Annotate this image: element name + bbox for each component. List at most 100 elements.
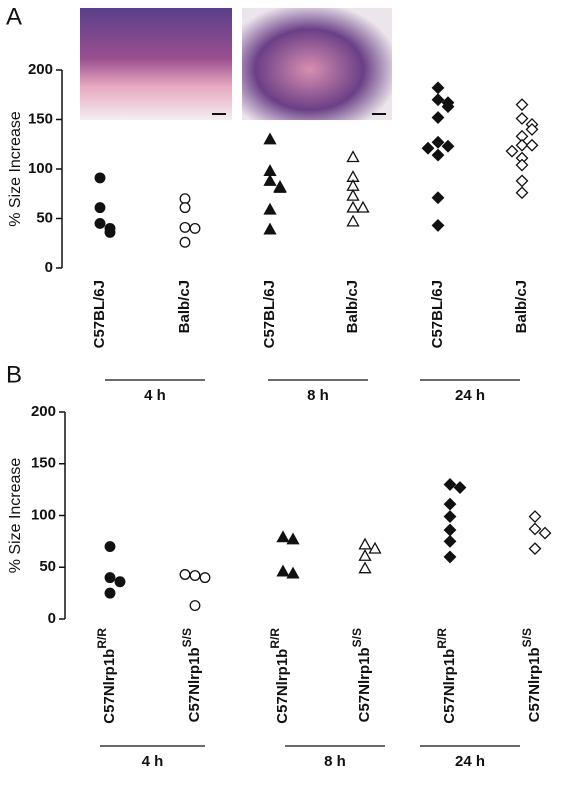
y-tick-label: 200 bbox=[28, 61, 53, 78]
data-point bbox=[276, 564, 290, 577]
label-superscript: R/R bbox=[95, 628, 109, 649]
x-tick-label: C57BL/6J bbox=[91, 280, 108, 348]
data-point bbox=[528, 522, 542, 536]
y-tick-label: 100 bbox=[31, 506, 56, 523]
group-label: 8 h bbox=[324, 753, 346, 770]
data-point bbox=[515, 98, 529, 112]
data-point bbox=[104, 587, 116, 599]
data-point bbox=[515, 174, 529, 188]
data-point bbox=[443, 510, 457, 523]
data-point bbox=[358, 537, 372, 550]
data-point bbox=[104, 541, 116, 553]
y-tick-label: 100 bbox=[28, 160, 53, 177]
data-point bbox=[441, 100, 455, 114]
data-point bbox=[505, 144, 519, 158]
x-tick-label: Balb/cJ bbox=[176, 280, 193, 333]
data-point bbox=[358, 549, 372, 561]
data-point bbox=[346, 214, 360, 227]
panel-label: B bbox=[6, 361, 22, 388]
data-point bbox=[358, 561, 372, 574]
data-point bbox=[104, 572, 116, 584]
data-point bbox=[104, 226, 116, 238]
group-label: 4 h bbox=[144, 387, 166, 404]
label-base: C57Nlrp1b bbox=[186, 647, 203, 722]
data-point bbox=[189, 222, 201, 234]
data-point bbox=[515, 112, 529, 125]
group-label: 8 h bbox=[307, 387, 329, 404]
data-point bbox=[276, 530, 290, 543]
data-point bbox=[443, 523, 457, 537]
data-point bbox=[431, 191, 445, 205]
data-point bbox=[286, 566, 300, 579]
data-point bbox=[263, 202, 277, 215]
data-point bbox=[443, 478, 457, 491]
label-superscript: S/S bbox=[350, 628, 364, 647]
data-point bbox=[515, 138, 529, 152]
data-point bbox=[538, 526, 552, 540]
data-point bbox=[515, 158, 529, 172]
y-tick-label: 200 bbox=[31, 403, 56, 420]
data-point bbox=[94, 172, 106, 184]
x-tick-label: C57Nlrp1bS/S bbox=[520, 628, 543, 722]
label-superscript: R/R bbox=[435, 628, 449, 649]
data-point bbox=[346, 188, 360, 201]
data-point bbox=[443, 550, 457, 564]
data-point bbox=[443, 534, 457, 548]
data-point bbox=[528, 510, 542, 523]
x-tick-label: C57Nlrp1bR/R bbox=[435, 628, 458, 724]
histology-image bbox=[242, 8, 392, 120]
y-tick-label: 150 bbox=[28, 110, 53, 127]
label-base: C57Nlrp1b bbox=[101, 649, 118, 724]
data-point bbox=[189, 570, 201, 581]
group-label: 4 h bbox=[142, 753, 164, 770]
x-tick-label: C57Nlrp1bS/S bbox=[350, 628, 373, 722]
x-tick-label: Balb/cJ bbox=[513, 280, 530, 333]
x-tick-label: C57BL/6J bbox=[429, 280, 446, 348]
data-point bbox=[114, 576, 126, 588]
data-point bbox=[515, 186, 529, 200]
data-point bbox=[179, 202, 191, 214]
histology-image bbox=[80, 8, 232, 120]
y-axis-label: % Size Increase bbox=[7, 111, 24, 227]
data-point bbox=[421, 141, 435, 155]
x-tick-label: Balb/cJ bbox=[344, 280, 361, 333]
label-superscript: R/R bbox=[268, 628, 282, 649]
data-point bbox=[368, 541, 382, 554]
data-point bbox=[356, 200, 370, 213]
data-point bbox=[263, 132, 277, 145]
y-tick-label: 50 bbox=[36, 209, 53, 226]
data-point bbox=[189, 600, 201, 611]
data-point bbox=[431, 219, 445, 232]
y-tick-label: 150 bbox=[31, 455, 56, 472]
data-point bbox=[431, 111, 445, 124]
data-point bbox=[94, 202, 106, 214]
data-point bbox=[431, 148, 445, 162]
y-tick-label: 50 bbox=[39, 558, 56, 575]
y-tick-label: 0 bbox=[45, 259, 53, 276]
data-point bbox=[286, 532, 300, 545]
data-point bbox=[431, 135, 445, 149]
label-base: C57Nlrp1b bbox=[356, 647, 373, 722]
data-point bbox=[263, 222, 277, 235]
x-tick-label: C57Nlrp1bR/R bbox=[95, 628, 118, 724]
data-point bbox=[199, 572, 211, 584]
data-point bbox=[525, 138, 539, 152]
data-point bbox=[179, 236, 191, 248]
group-label: 24 h bbox=[455, 753, 485, 770]
group-label: 24 h bbox=[455, 387, 485, 404]
data-point bbox=[431, 81, 445, 95]
data-point bbox=[94, 217, 106, 229]
data-point bbox=[453, 481, 467, 494]
data-point bbox=[179, 193, 191, 205]
data-point bbox=[431, 93, 445, 107]
data-point bbox=[263, 174, 277, 186]
data-point bbox=[346, 200, 360, 213]
y-tick-label: 0 bbox=[48, 610, 56, 627]
data-point bbox=[179, 569, 191, 580]
y-axis-label: % Size Increase bbox=[7, 458, 24, 574]
data-point bbox=[263, 164, 277, 177]
data-point bbox=[179, 221, 191, 233]
label-base: C57Nlrp1b bbox=[441, 649, 458, 724]
data-point bbox=[441, 139, 455, 153]
